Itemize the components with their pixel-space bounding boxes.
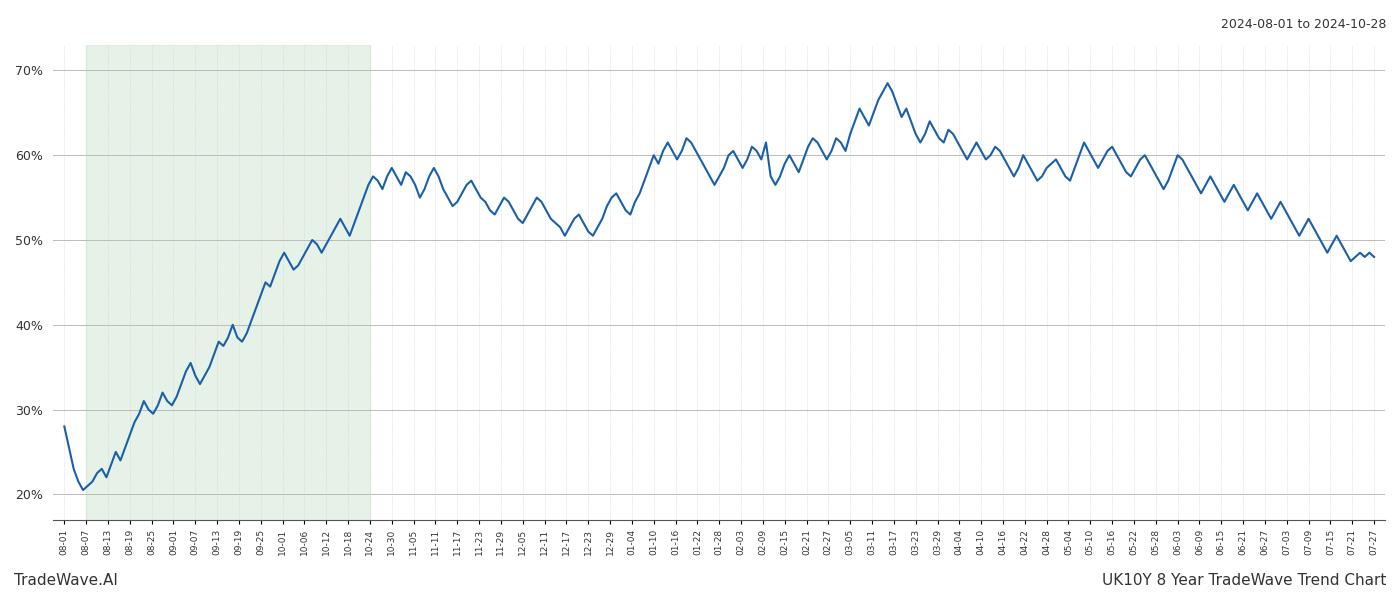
Text: 2024-08-01 to 2024-10-28: 2024-08-01 to 2024-10-28 <box>1221 18 1386 31</box>
Bar <box>87 45 370 520</box>
Text: UK10Y 8 Year TradeWave Trend Chart: UK10Y 8 Year TradeWave Trend Chart <box>1102 573 1386 588</box>
Text: TradeWave.AI: TradeWave.AI <box>14 573 118 588</box>
